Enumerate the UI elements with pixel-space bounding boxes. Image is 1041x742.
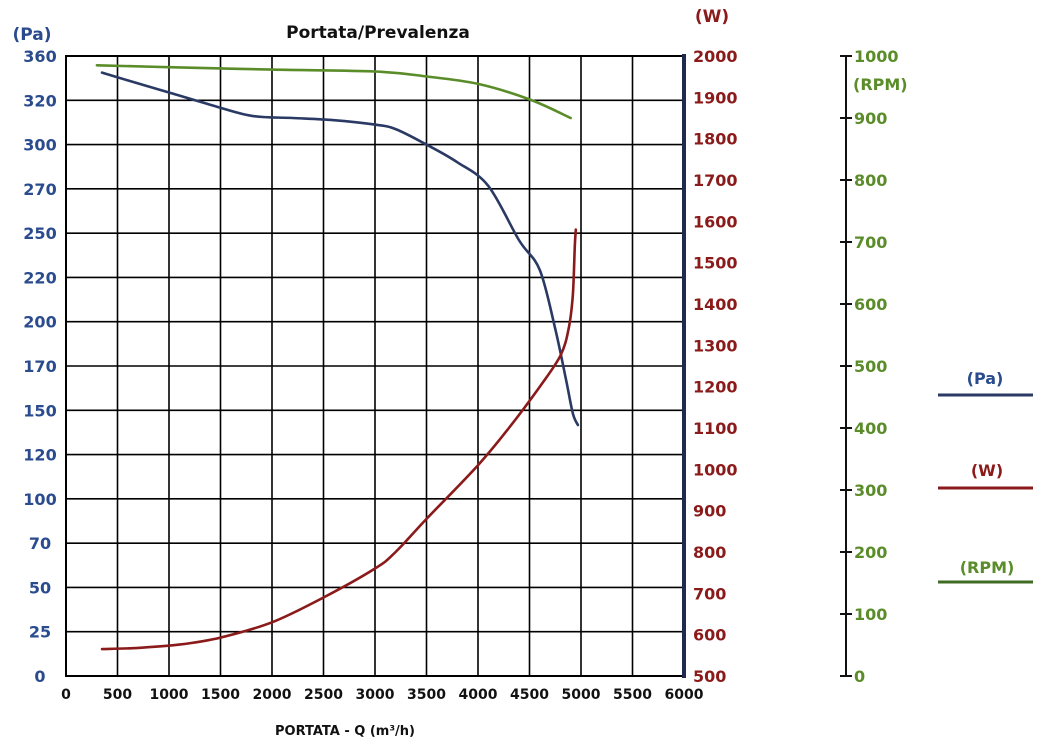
x-tick-label: 0: [61, 687, 71, 703]
w-tick-label: 1800: [693, 130, 738, 149]
w-tick-label: 900: [693, 502, 726, 521]
pa-curve: [100, 71, 580, 427]
pa-tick-label: 220: [23, 268, 56, 287]
w-tick-label: 1000: [693, 460, 738, 479]
w-tick-label: 1400: [693, 295, 738, 314]
w-tick-label: 1500: [693, 254, 738, 273]
w-axis-unit: (W): [695, 7, 729, 27]
x-tick-label: 500: [103, 687, 132, 703]
x-tick-label: 2000: [253, 687, 292, 703]
rpm-tick-label: 200: [854, 543, 887, 562]
pa-tick-label: 200: [23, 313, 56, 332]
x-tick-label: 3000: [356, 687, 395, 703]
x-tick-label: 4500: [510, 687, 549, 703]
pa-tick-label: 270: [23, 180, 56, 199]
axes: [65, 54, 852, 678]
rpm-tick-label: 0: [854, 667, 865, 686]
rpm-tick-label: 700: [854, 233, 887, 252]
pa-tick-label: 100: [23, 490, 56, 509]
w-tick-label: 2000: [693, 47, 738, 66]
pa-tick-label: 360: [23, 47, 56, 66]
w-tick-label: 700: [693, 584, 726, 603]
w-tick-label: 1900: [693, 88, 738, 107]
pa-tick-label: 320: [23, 91, 56, 110]
pa-tick-label: 120: [23, 446, 56, 465]
w-curve: [100, 228, 578, 651]
legend-label-rpm: (RPM): [960, 558, 1015, 577]
rpm-tick-label: 100: [854, 605, 887, 624]
pa-tick-label: 300: [23, 136, 56, 155]
grid: [66, 56, 684, 676]
tick-labels: 0 500 1000 1500 2000 2500 3000 3500 4000 4500 5000…: [23, 47, 898, 703]
w-tick-label: 1100: [693, 419, 738, 438]
x-tick-label: 5000: [562, 687, 601, 703]
x-tick-label: 1000: [150, 687, 189, 703]
legend-label-w: (W): [971, 461, 1003, 480]
rpm-tick-label: 1000: [854, 47, 899, 66]
x-tick-label: 6000: [665, 687, 704, 703]
legend-label-pa: (Pa): [967, 369, 1004, 388]
x-tick-label: 1500: [201, 687, 240, 703]
rpm-tick-label: 600: [854, 295, 887, 314]
pa-tick-label: 25: [29, 623, 51, 642]
rpm-tick-label: 800: [854, 171, 887, 190]
x-tick-label: 5500: [613, 687, 652, 703]
w-tick-label: 1300: [693, 336, 738, 355]
w-tick-label: 500: [693, 667, 726, 686]
pa-axis-unit: (Pa): [12, 25, 51, 45]
pa-tick-label: 150: [23, 401, 56, 420]
rpm-curve: [95, 64, 572, 120]
rpm-axis-unit: (RPM): [853, 75, 908, 94]
pa-tick-label: 70: [29, 534, 51, 553]
pa-tick-label: 250: [23, 224, 56, 243]
x-tick-label: 3500: [407, 687, 446, 703]
legend: (Pa) (W) (RPM): [938, 369, 1033, 584]
w-tick-label: 600: [693, 626, 726, 645]
rpm-tick-label: 300: [854, 481, 887, 500]
rpm-tick-label: 900: [854, 109, 887, 128]
x-tick-label: 4000: [459, 687, 498, 703]
w-tick-label: 1200: [693, 378, 738, 397]
chart-title: Portata/Prevalenza: [286, 23, 470, 43]
pa-tick-label: 0: [34, 667, 45, 686]
x-axis-label: PORTATA - Q (m³/h): [275, 724, 415, 739]
pa-tick-label: 170: [23, 357, 56, 376]
w-tick-label: 1700: [693, 171, 738, 190]
x-tick-label: 2500: [304, 687, 343, 703]
rpm-tick-label: 500: [854, 357, 887, 376]
w-tick-label: 800: [693, 543, 726, 562]
pa-tick-label: 50: [29, 578, 51, 597]
w-tick-label: 1600: [693, 212, 738, 231]
rpm-tick-label: 400: [854, 419, 887, 438]
series-lines: [95, 64, 580, 651]
